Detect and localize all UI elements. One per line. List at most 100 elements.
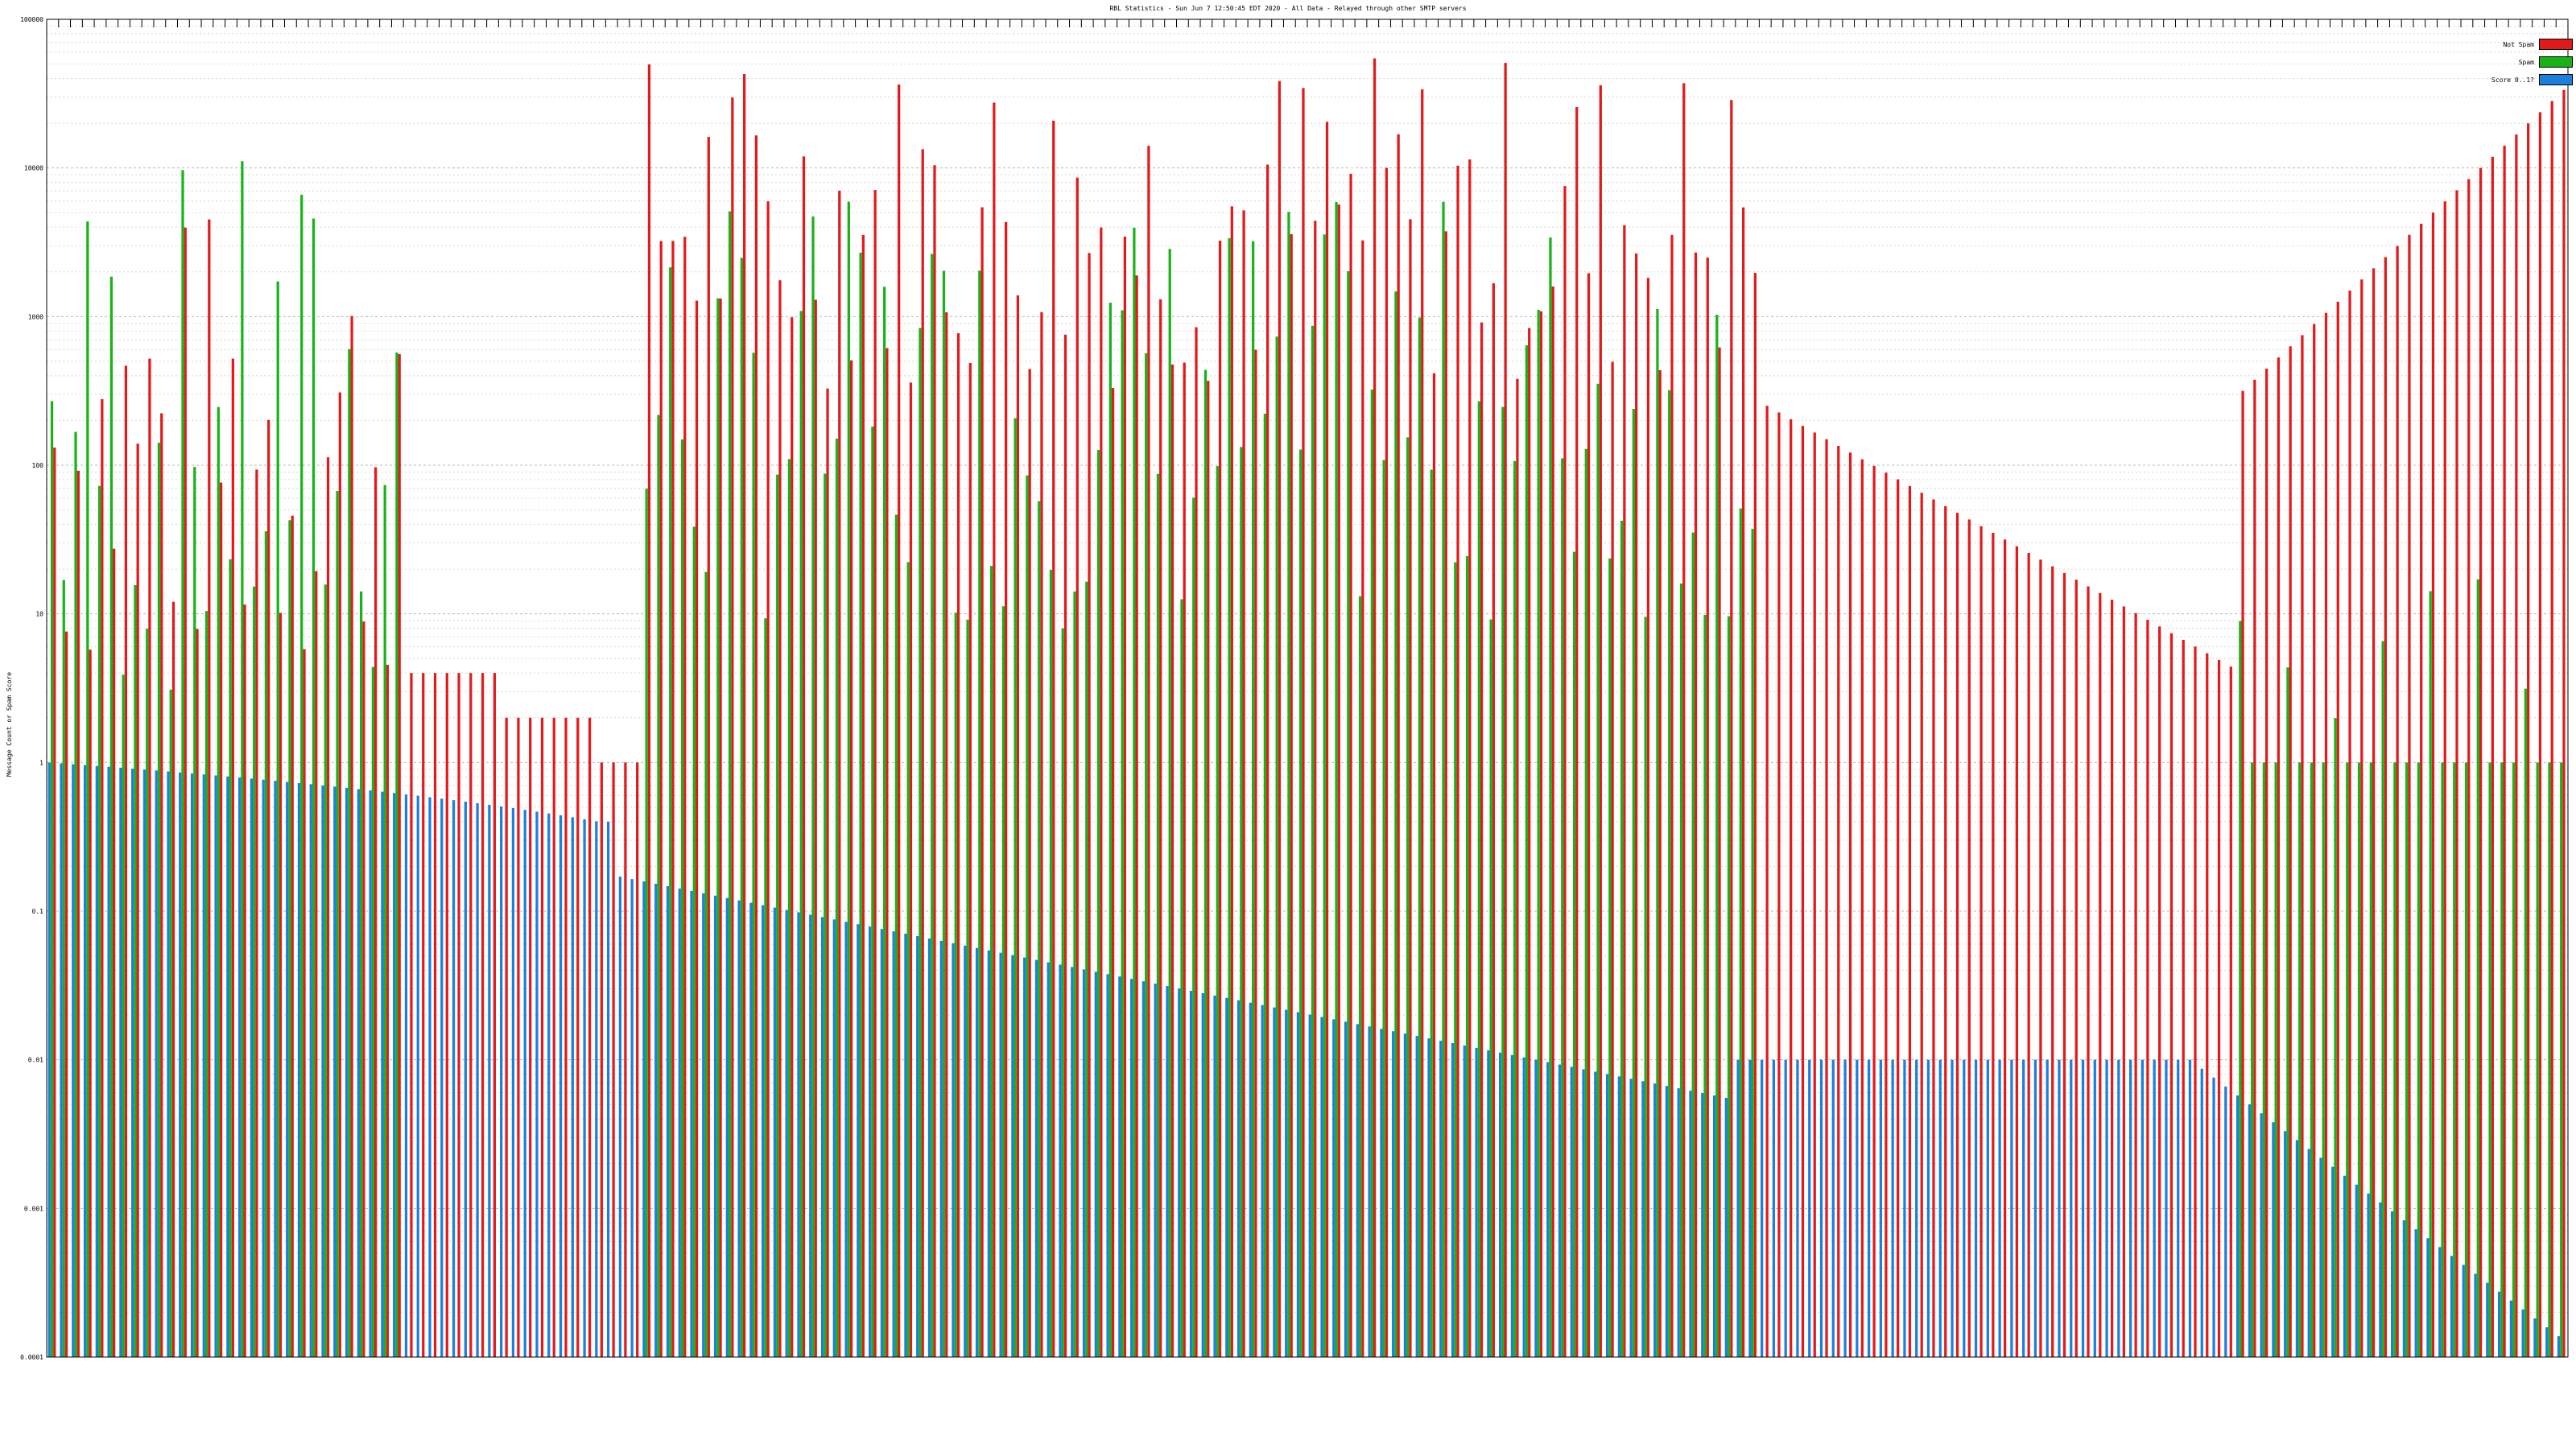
bar-spam — [835, 438, 839, 1357]
bar-not-spam — [624, 762, 627, 1357]
bar-not-spam — [945, 312, 948, 1357]
bar-score — [2081, 1059, 2085, 1357]
bar-score — [1285, 1009, 1288, 1357]
bar-not-spam — [1860, 459, 1864, 1357]
bar-not-spam — [1480, 322, 1484, 1357]
bar-spam — [966, 619, 969, 1357]
bar-spam — [217, 406, 220, 1357]
bar-score — [1784, 1059, 1787, 1357]
bar-spam — [241, 161, 244, 1357]
bar-score — [952, 943, 955, 1357]
bar-spam — [2429, 591, 2432, 1357]
bar-not-spam — [1587, 273, 1591, 1358]
bar-spam — [50, 401, 54, 1357]
bar-not-spam — [1314, 221, 1317, 1357]
bar-spam — [122, 674, 125, 1357]
bar-score — [1582, 1069, 1585, 1357]
bar-score — [321, 785, 324, 1357]
bar-score — [2426, 1238, 2429, 1357]
bar-not-spam — [2550, 101, 2553, 1358]
bar-score — [1843, 1059, 1847, 1357]
bar-not-spam — [2420, 223, 2423, 1357]
bar-not-spam — [1409, 219, 1412, 1358]
bar-not-spam — [2087, 586, 2090, 1357]
bar-score — [488, 804, 491, 1357]
bar-not-spam — [2062, 572, 2066, 1357]
bar-not-spam — [2241, 390, 2244, 1357]
bar-score — [500, 806, 503, 1357]
bar-score — [2117, 1059, 2120, 1357]
bar-spam — [1073, 591, 1076, 1357]
bar-spam — [1133, 227, 1136, 1358]
bar-spam — [2381, 641, 2384, 1357]
bar-spam — [2322, 762, 2325, 1357]
bar-score — [1605, 1074, 1609, 1357]
bar-not-spam — [1718, 347, 1721, 1357]
bar-spam — [1108, 303, 1112, 1357]
bar-score — [2010, 1059, 2013, 1357]
bar-spam — [253, 586, 256, 1357]
bar-score — [1380, 1029, 1383, 1357]
bar-not-spam — [76, 470, 80, 1358]
bar-score — [654, 884, 658, 1357]
bar-score — [1903, 1059, 1906, 1357]
bar-spam — [859, 252, 862, 1358]
bar-spam — [1216, 466, 1219, 1357]
bar-not-spam — [243, 604, 246, 1357]
bar-spam — [1192, 497, 1195, 1357]
bar-spam — [324, 584, 327, 1357]
bar-score — [1094, 971, 1097, 1357]
bar-score — [1356, 1024, 1359, 1357]
bar-spam — [1703, 615, 1707, 1357]
bar-score — [1475, 1047, 1478, 1357]
bar-spam — [1096, 450, 1100, 1357]
bar-spam — [1561, 458, 1564, 1357]
bar-score — [975, 947, 979, 1357]
bar-not-spam — [2538, 112, 2542, 1357]
bar-not-spam — [1623, 225, 1626, 1357]
bar-not-spam — [1028, 369, 1031, 1358]
bar-score — [666, 885, 670, 1357]
bar-score — [571, 817, 574, 1357]
bar-not-spam — [362, 621, 365, 1357]
bar-not-spam — [2074, 580, 2078, 1357]
bar-spam — [2488, 762, 2491, 1357]
bar-not-spam — [540, 717, 544, 1357]
bar-not-spam — [2099, 592, 2102, 1357]
bar-not-spam — [838, 190, 841, 1357]
bar-spam — [1418, 317, 1422, 1357]
bar-score — [1856, 1059, 1859, 1357]
bar-not-spam — [1361, 240, 1364, 1357]
bar-score — [1712, 1095, 1716, 1357]
bar-score — [2331, 1166, 2334, 1357]
bar-score — [2497, 1291, 2501, 1357]
legend: Not Spam Spam Score 0..1? — [2484, 35, 2573, 89]
bar-score — [857, 924, 860, 1357]
bar-not-spam — [2431, 212, 2435, 1357]
bar-score — [2105, 1059, 2108, 1357]
bar-score — [452, 800, 456, 1357]
bar-score — [987, 950, 990, 1357]
legend-item-not-spam: Not Spam — [2484, 35, 2573, 53]
plot-frame — [46, 19, 2569, 1358]
bar-score — [309, 784, 312, 1357]
bar-not-spam — [2003, 539, 2007, 1357]
bar-not-spam — [160, 413, 163, 1357]
bar-not-spam — [196, 629, 199, 1357]
bar-spam — [1751, 529, 1754, 1357]
bar-spam — [1013, 418, 1017, 1357]
legend-swatch-spam — [2539, 56, 2573, 68]
bar-not-spam — [1432, 373, 1436, 1358]
bar-score — [2367, 1193, 2370, 1357]
bar-not-spam — [493, 673, 496, 1357]
bar-spam — [300, 194, 303, 1358]
bar-score — [1974, 1059, 1978, 1357]
bar-score — [1034, 959, 1038, 1357]
bar-not-spam — [1135, 275, 1138, 1358]
bar-spam — [764, 618, 767, 1357]
bar-spam — [2310, 762, 2314, 1357]
bar-not-spam — [1468, 159, 1472, 1357]
bar-spam — [1537, 309, 1540, 1357]
bar-score — [2093, 1059, 2096, 1357]
bar-spam — [942, 270, 946, 1358]
